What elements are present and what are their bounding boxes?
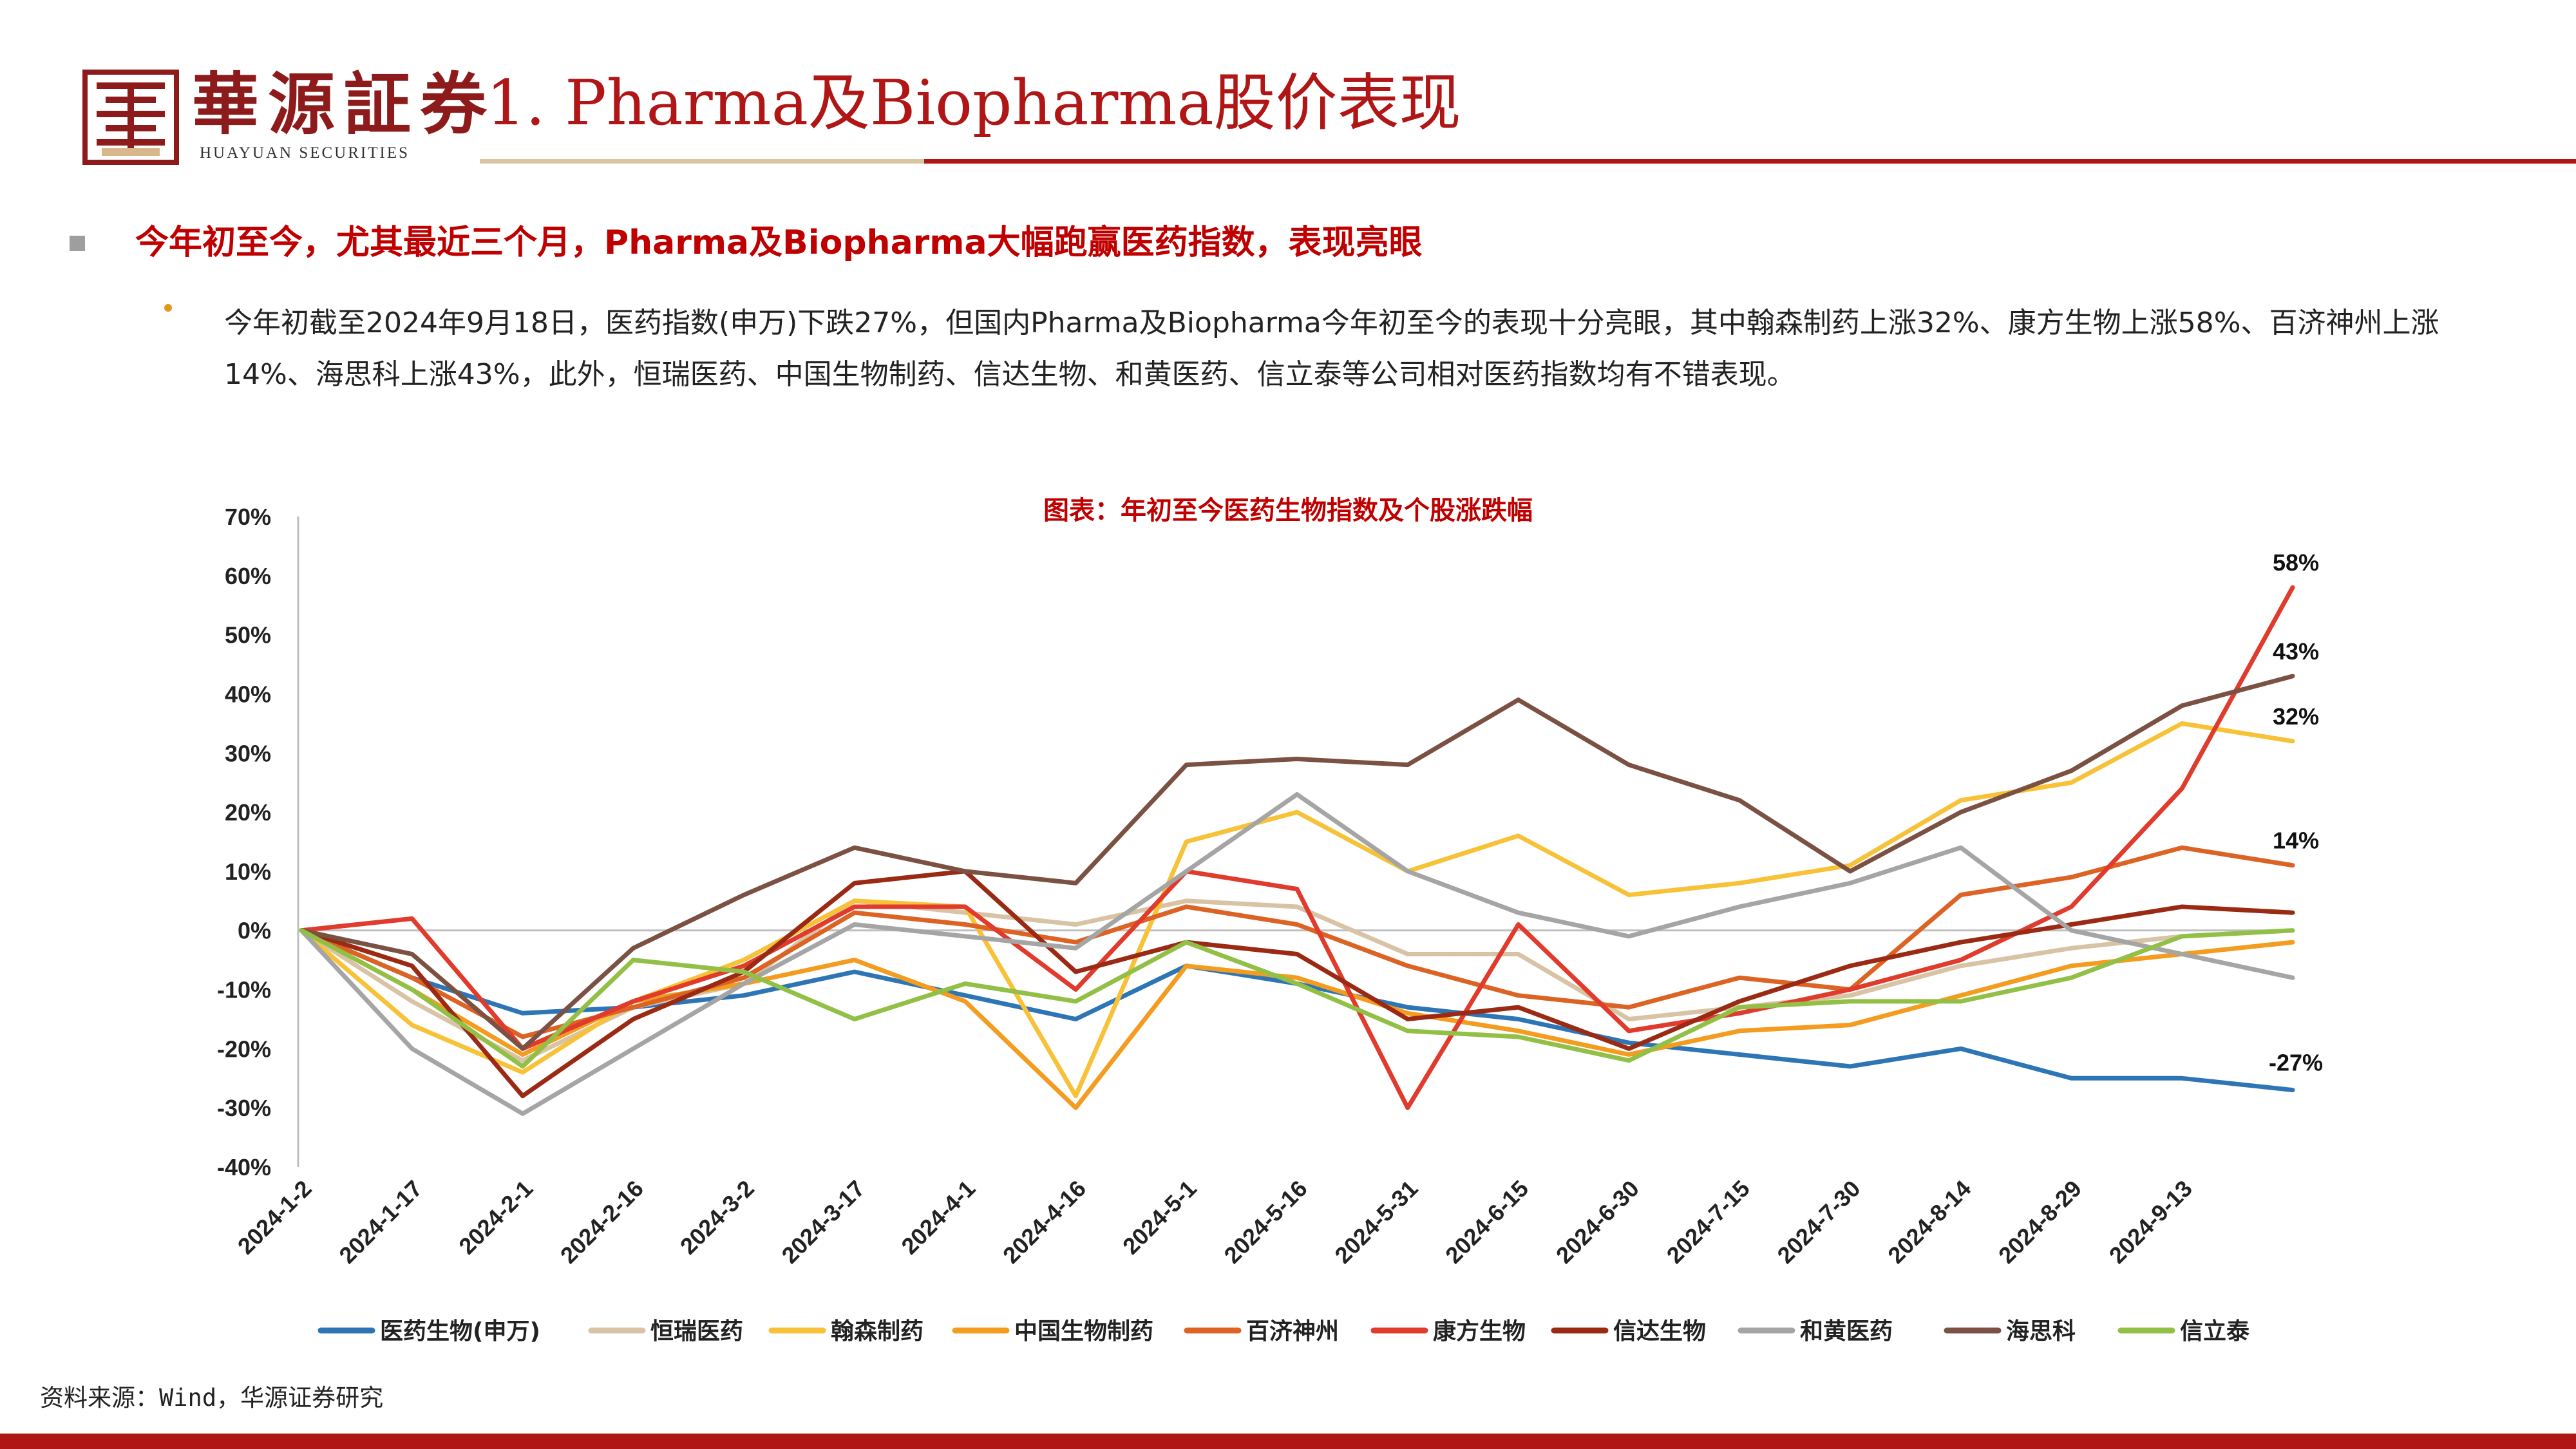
x-tick-label: 2024-7-30: [1772, 1175, 1865, 1269]
legend-entry: 翰森制药: [831, 1318, 923, 1345]
x-tick-label: 2024-5-31: [1329, 1175, 1423, 1269]
legend-entry: 中国生物制药: [1014, 1318, 1153, 1345]
y-tick-label: 10%: [225, 858, 271, 885]
x-tick-label: 2024-8-14: [1882, 1175, 1976, 1269]
x-tick-label: 2024-3-2: [675, 1175, 759, 1260]
y-tick-label: 60%: [225, 563, 271, 589]
summary-paragraph: 今年初截至2024年9月18日，医药指数(申万)下跌27%，但国内Pharma及…: [224, 307, 2439, 391]
end-value-label: 14%: [2273, 828, 2319, 854]
series-line-5: [299, 585, 2295, 1110]
series-line-3: [299, 928, 2295, 1110]
header-rule-gold: [480, 159, 924, 164]
y-tick-label: -10%: [217, 977, 271, 1003]
y-tick-label: 40%: [225, 681, 271, 707]
y-tick-label: 0%: [238, 918, 271, 944]
x-tick-label: 2024-5-1: [1117, 1175, 1202, 1260]
end-value-label: 32%: [2273, 703, 2319, 730]
x-tick-label: 2024-3-17: [776, 1175, 869, 1269]
y-tick-label: 70%: [225, 504, 271, 530]
chart-legend: 医药生物(申万) 恒瑞医药 翰森制药 中国生物制药 百济神州 康方生物 信达生物 和黄医药 海思…: [317, 1318, 2250, 1345]
square-bullet-icon: [70, 236, 85, 251]
end-value-label: -27%: [2269, 1050, 2323, 1076]
series-line-6: [299, 869, 2295, 1099]
y-axis: -40% -30% -20% -10% 0% 10% 20% 30% 40% 50% 60% 70%: [217, 504, 299, 1180]
x-tick-label: 2024-4-16: [998, 1175, 1091, 1269]
x-tick-label: 2024-4-1: [896, 1175, 980, 1260]
y-tick-label: -30%: [217, 1095, 271, 1121]
y-tick-label: -40%: [217, 1154, 271, 1180]
y-tick-label: 30%: [225, 740, 271, 766]
series-line-9: [299, 928, 2295, 1069]
page-header: 華源証券 HUAYUAN SECURITIES 1. Pharma及Biopha…: [0, 0, 2576, 167]
legend-entry: 信立泰: [2180, 1318, 2250, 1345]
headline: 今年初至今，尤其最近三个月，Pharma及Biopharma大幅跑赢医药指数，表…: [135, 223, 1423, 262]
page-title: 1. Pharma及Biopharma股价表现: [486, 67, 1461, 139]
series-line-4: [299, 845, 2295, 1039]
legend-entry: 康方生物: [1433, 1318, 1526, 1345]
x-tick-label: 2024-1-2: [232, 1175, 317, 1260]
source-note: 资料来源：Wind，华源证券研究: [40, 1384, 384, 1412]
legend-entry: 恒瑞医药: [650, 1318, 743, 1345]
end-value-label: 43%: [2273, 638, 2319, 665]
x-tick-label: 2024-1-17: [334, 1175, 427, 1269]
dot-bullet-icon: [164, 304, 172, 312]
legend-entry: 百济神州: [1246, 1318, 1339, 1345]
x-tick-label: 2024-7-15: [1662, 1175, 1755, 1269]
logo-chinese-name: 華源証券: [192, 64, 497, 144]
x-tick-label: 2024-2-1: [453, 1175, 538, 1260]
x-tick-label: 2024-9-13: [2104, 1175, 2197, 1269]
y-tick-label: 20%: [225, 799, 271, 826]
stock-performance-chart: 图表：年初至今医药生物指数及个股涨跌幅 -40% -30% -20% -10% 0% 10…: [217, 496, 2323, 1345]
x-axis: 2024-1-2 2024-1-17 2024-2-1 2024-2-16 2024-3…: [232, 929, 2293, 1269]
y-tick-label: 50%: [225, 622, 271, 649]
logo-english-name: HUAYUAN SECURITIES: [200, 144, 410, 162]
x-tick-label: 2024-2-16: [555, 1175, 649, 1269]
footer-bar: [0, 1434, 2576, 1449]
x-tick-label: 2024-5-16: [1219, 1175, 1312, 1269]
end-labels: -27% 32% 14% 58% 43%: [2269, 549, 2323, 1075]
legend-entry: 信达生物: [1613, 1318, 1706, 1345]
series-lines: [299, 585, 2295, 1116]
series-line-8: [299, 674, 2295, 1051]
x-tick-label: 2024-6-15: [1440, 1175, 1533, 1269]
y-tick-label: -20%: [217, 1036, 271, 1062]
huayuan-logo-icon: [82, 70, 179, 165]
legend-entry: 海思科: [2006, 1318, 2076, 1345]
legend-entry: 医药生物(申万): [380, 1318, 540, 1345]
chart-title: 图表：年初至今医药生物指数及个股涨跌幅: [1043, 496, 1533, 526]
x-tick-label: 2024-6-30: [1551, 1175, 1644, 1269]
legend-entry: 和黄医药: [1800, 1318, 1893, 1345]
end-value-label: 58%: [2273, 549, 2319, 576]
series-line-7: [299, 792, 2295, 1116]
x-tick-label: 2024-8-29: [1993, 1175, 2087, 1269]
header-rule-red: [924, 159, 2576, 164]
